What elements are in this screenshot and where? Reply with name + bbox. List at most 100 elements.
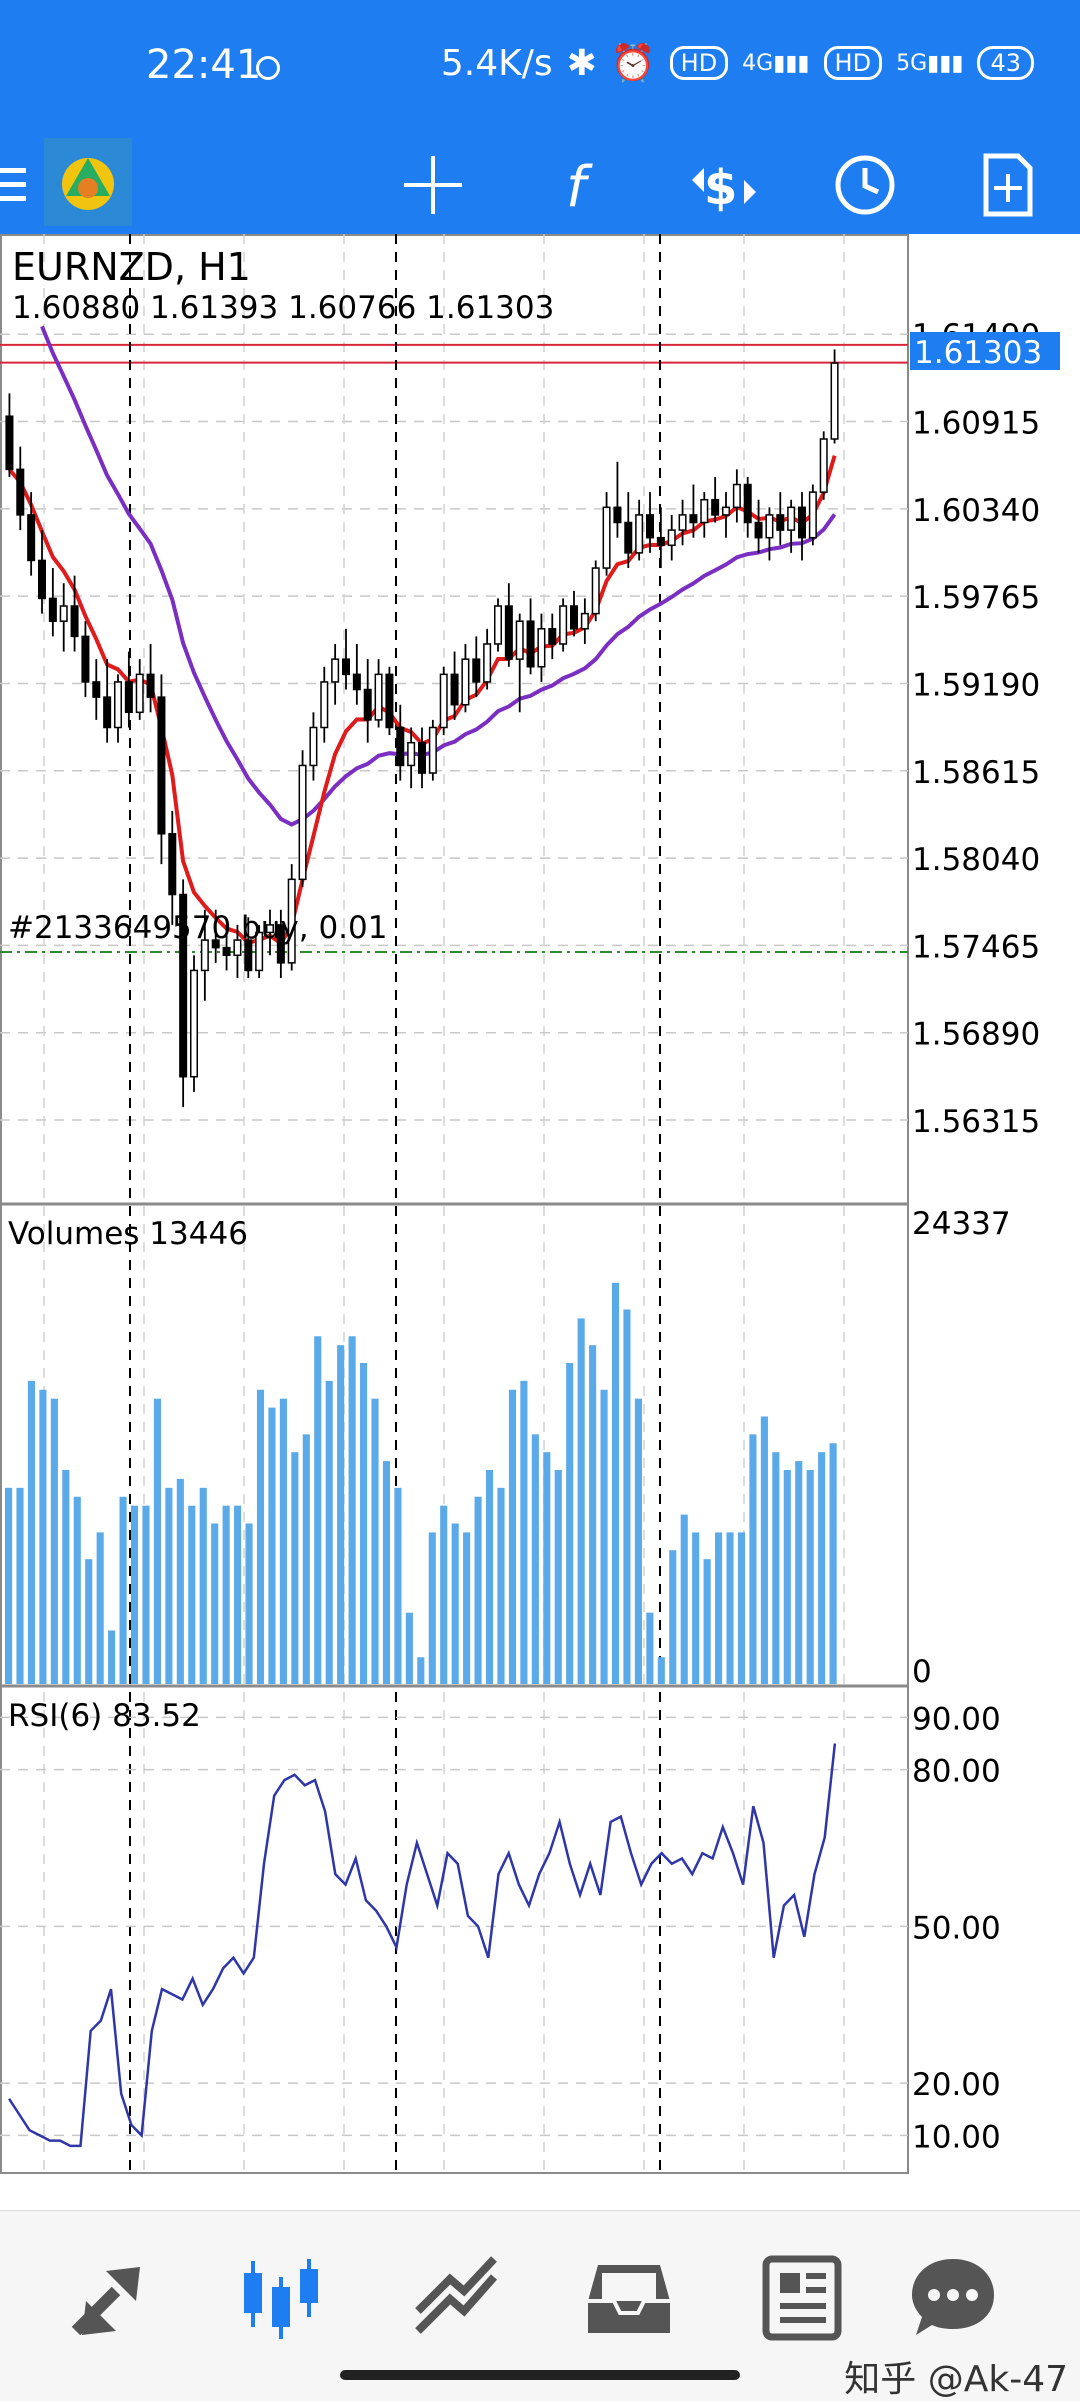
battery-icon: 43 [977,46,1034,80]
candle-body [179,893,188,1078]
price-axis-label: 1.58615 [912,755,1040,791]
candle-body [16,468,25,516]
candle-body [787,506,796,531]
price-axis-label: 1.56890 [912,1017,1040,1053]
volume-bar [268,1407,276,1684]
candle-body [168,833,177,896]
bluetooth-icon: ✱ [566,42,597,84]
candle-body [483,643,492,683]
volume-bar [348,1336,356,1684]
watermark-logo: 知乎 @Ak-47 [844,2359,1068,2400]
candle-body [808,491,817,539]
date-axis-label: 7 Mar 18:00 [330,2182,523,2184]
volume-bar [382,1461,391,1684]
volume-bar [291,1452,299,1684]
volume-bar [337,1345,345,1684]
volume-bar [589,1345,597,1684]
history-inbox-icon[interactable] [584,2251,674,2341]
menu-icon[interactable] [0,150,30,220]
volume-bar [600,1389,608,1684]
candle-body [211,939,220,949]
price-axis-label: 1.59765 [912,580,1040,616]
volume-bar [417,1657,425,1684]
volume-bar [119,1496,127,1684]
volume-bar [715,1532,723,1684]
candle-body [341,658,351,676]
volume-bar [62,1470,70,1684]
date-axis-label: 4 Mar 18:00 [66,2182,259,2184]
current-price-label: 1.61303 [914,335,1042,371]
candle-body [244,939,253,972]
candle-body [396,726,405,767]
rsi-line [8,1743,837,2148]
candle-body [591,567,600,615]
new-order-icon[interactable] [972,150,1042,220]
volume-bar [405,1612,413,1684]
app-logo[interactable] [44,138,132,226]
volume-bar [669,1550,677,1684]
price-axis-label: 1.58040 [912,842,1040,878]
volume-bar [428,1532,436,1684]
candle-body [439,673,448,729]
status-right: 5.4K/s ✱ ⏰ HD 4G▮▮▮ HD 5G▮▮▮ 43 [441,42,1034,84]
volume-bar [130,1505,139,1684]
network-speed: 5.4K/s [440,42,553,84]
candle-body [124,681,133,714]
volume-bar [806,1470,814,1684]
price-axis-label: 1.60340 [912,493,1040,529]
candle-body [667,529,676,547]
volume-bar [783,1470,791,1684]
home-indicator[interactable] [340,2370,740,2380]
candle-body [352,673,361,691]
candle-body [222,946,231,957]
chart-area[interactable]: 1.614901.609151.603401.597651.591901.586… [0,234,1080,2220]
candle-body [450,673,459,706]
function-icon[interactable]: f [548,150,618,220]
volume-bar [108,1630,116,1684]
volume-bar [726,1532,734,1684]
candle-body [754,521,763,539]
volume-bar [497,1487,505,1684]
chat-icon[interactable] [908,2251,998,2341]
trade-icon[interactable] [410,2251,500,2341]
volume-bar [543,1452,551,1684]
candle-body [624,521,633,554]
ohlc-label: 1.60880 1.61393 1.60766 1.61303 [12,290,554,326]
volume-bar [611,1282,620,1684]
chart-svg[interactable]: 1.614901.609151.603401.597651.591901.586… [0,234,1080,2220]
candle-body [645,514,655,539]
candle-body [5,415,14,471]
volume-bar [749,1434,757,1684]
volume-bar [176,1478,184,1684]
candle-body [363,688,372,721]
volume-bar [50,1398,58,1684]
crosshair-icon[interactable] [398,150,468,220]
candle-body [569,605,579,630]
volume-bar [829,1443,837,1684]
news-icon[interactable] [756,2251,846,2341]
candle-body [776,514,785,531]
symbols-icon[interactable]: $ [684,150,756,220]
volume-bar [199,1487,207,1684]
chart-candles-icon[interactable] [236,2251,326,2341]
candle-body [548,628,557,645]
timeframe-clock-icon[interactable] [830,150,900,220]
slow-moving-average [40,325,837,827]
volume-bar [508,1389,516,1684]
candle-body [27,514,36,562]
volume-bar [485,1470,494,1684]
candle-body [135,673,144,714]
volume-bar [703,1559,711,1684]
candle-body [331,658,340,683]
order-label: #2133649570 buy, 0.01 [8,910,387,946]
candle-body [830,362,839,440]
volume-bar [360,1363,368,1684]
candle-body [537,628,546,668]
volume-axis-max: 24337 [912,1206,1011,1242]
candle-body [428,726,437,774]
candle-body [48,597,57,622]
candle-body [407,741,416,767]
candle-body [559,605,568,645]
quotes-arrows-icon[interactable] [66,2251,156,2341]
svg-text:$: $ [704,160,737,216]
